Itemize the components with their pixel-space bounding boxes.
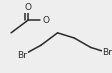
- Text: Br: Br: [17, 51, 27, 60]
- Text: O: O: [24, 3, 31, 12]
- Text: Br: Br: [101, 48, 111, 57]
- Text: O: O: [43, 16, 50, 25]
